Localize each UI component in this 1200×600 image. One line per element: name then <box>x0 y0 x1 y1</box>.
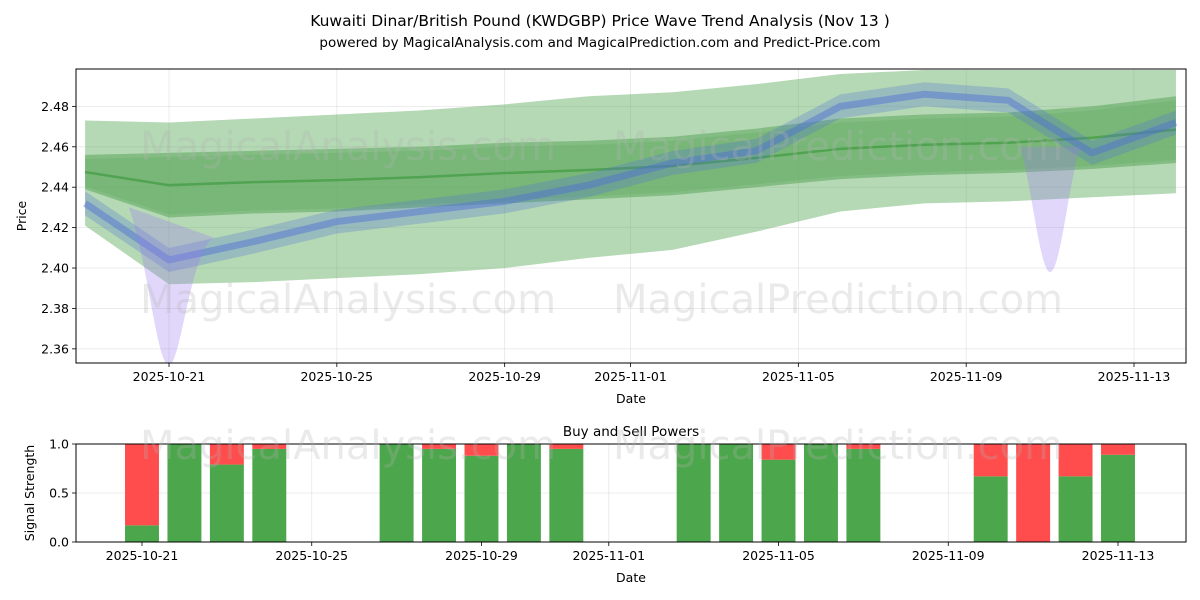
price-wave-band <box>85 82 1176 272</box>
price-xtick-label-1: 2025-10-25 <box>300 369 373 384</box>
sell-bar-2025-11-07 <box>846 444 881 449</box>
price-yaxis-label: Price <box>14 200 29 231</box>
buy-bar-2025-10-27 <box>379 444 414 542</box>
sell-bar-2025-10-28 <box>422 444 457 449</box>
sell-bar-2025-10-31 <box>549 444 584 449</box>
sell-bar-2025-10-29 <box>464 444 499 456</box>
trend-center-line <box>84 128 1177 187</box>
price-ytick-label-6: 2.48 <box>41 99 69 114</box>
watermark-prediction-top: MagicalPrediction.com <box>613 124 1063 170</box>
signal-bars <box>125 444 1135 542</box>
signal-xtick-label-1: 2025-10-25 <box>275 548 348 563</box>
price-ytick-label-2: 2.40 <box>41 261 69 276</box>
sell-bar-2025-10-23 <box>209 444 244 465</box>
watermark-prediction-mid: MagicalPrediction.com <box>613 277 1063 323</box>
price-xtick-label-4: 2025-11-05 <box>762 369 835 384</box>
price-dip-oct21 <box>129 207 214 363</box>
watermark-analysis-mid: MagicalAnalysis.com <box>140 277 556 323</box>
price-wave-line <box>83 90 1178 264</box>
signal-xaxis-label: Date <box>616 570 646 585</box>
signal-xtick-label-3: 2025-11-01 <box>572 548 645 563</box>
price-ytick-label-5: 2.46 <box>41 139 69 154</box>
buy-bar-2025-11-05 <box>761 459 796 542</box>
buy-bar-2025-11-07 <box>846 448 881 542</box>
signal-ytick-label-2: 1.0 <box>49 437 69 452</box>
price-ytick-label-4: 2.44 <box>41 180 69 195</box>
price-ytick-label-3: 2.42 <box>41 220 69 235</box>
signal-yaxis-label: Signal Strength <box>22 445 37 541</box>
buy-bar-2025-11-13 <box>1101 454 1135 542</box>
watermark-prediction-low: MagicalPrediction.com <box>613 423 1063 469</box>
price-xtick-label-6: 2025-11-13 <box>1098 369 1171 384</box>
sell-bar-2025-11-13 <box>1101 444 1135 455</box>
price-xaxis-label: Date <box>616 391 646 406</box>
price-plot-area <box>83 70 1178 363</box>
price-xtick-label-5: 2025-11-09 <box>930 369 1003 384</box>
watermark-layer: MagicalAnalysis.com MagicalPrediction.co… <box>140 124 1063 469</box>
buy-bar-2025-10-21 <box>125 525 159 542</box>
inner-trend-band-core <box>85 100 1176 215</box>
buy-bar-2025-10-29 <box>464 455 499 542</box>
signal-panel: Buy and Sell Powers 2025-10-21 2025-10-25 2… <box>22 424 1187 585</box>
price-dip-nov11 <box>1020 146 1081 273</box>
buy-bar-2025-11-10 <box>973 476 1008 542</box>
chart-title: Kuwaiti Dinar/British Pound (KWDGBP) Pri… <box>310 12 890 30</box>
buy-bar-2025-11-03 <box>676 444 711 542</box>
buy-bar-2025-10-22 <box>167 444 202 542</box>
signal-xtick-label-5: 2025-11-09 <box>912 548 985 563</box>
sell-bar-2025-11-05 <box>761 444 796 460</box>
signal-panel-title: Buy and Sell Powers <box>563 424 699 440</box>
sell-bar-2025-11-11 <box>1016 444 1051 542</box>
signal-xtick-label-6: 2025-11-13 <box>1082 548 1155 563</box>
buy-bar-2025-10-31 <box>549 448 584 542</box>
chart-subtitle: powered by MagicalAnalysis.com and Magic… <box>319 35 880 51</box>
price-ytick-label-1: 2.38 <box>41 301 69 316</box>
sell-bar-2025-11-10 <box>973 444 1008 477</box>
buy-bar-2025-10-23 <box>209 464 244 542</box>
inner-trend-band <box>85 96 1176 218</box>
price-panel-frame <box>75 68 1187 364</box>
price-xtick-label-3: 2025-11-01 <box>594 369 667 384</box>
buy-bar-2025-10-24 <box>252 448 287 542</box>
buy-bar-2025-11-06 <box>803 444 838 542</box>
price-ytick-label-0: 2.36 <box>41 341 69 356</box>
buy-bar-2025-11-04 <box>719 444 754 542</box>
signal-ytick-label-1: 0.5 <box>49 486 69 501</box>
price-panel: 2025-10-21 2025-10-25 2025-10-29 2025-11-01… <box>14 68 1187 406</box>
signal-ytick-label-0: 0.0 <box>49 535 69 550</box>
price-xtick-label-2: 2025-10-29 <box>468 369 541 384</box>
signal-xtick-label-2: 2025-10-29 <box>445 548 518 563</box>
buy-bar-2025-10-28 <box>422 448 457 542</box>
watermark-analysis-top: MagicalAnalysis.com <box>140 124 556 170</box>
sell-bar-2025-10-21 <box>125 444 159 526</box>
watermark-analysis-low: MagicalAnalysis.com <box>140 423 556 469</box>
price-xtick-label-0: 2025-10-21 <box>133 369 206 384</box>
buy-bar-2025-10-30 <box>506 444 541 542</box>
signal-xtick-label-0: 2025-10-21 <box>106 548 179 563</box>
signal-xtick-label-4: 2025-11-05 <box>742 548 815 563</box>
sell-bar-2025-10-24 <box>252 444 287 449</box>
buy-bar-2025-11-12 <box>1058 476 1093 542</box>
sell-bar-2025-11-12 <box>1058 444 1093 477</box>
